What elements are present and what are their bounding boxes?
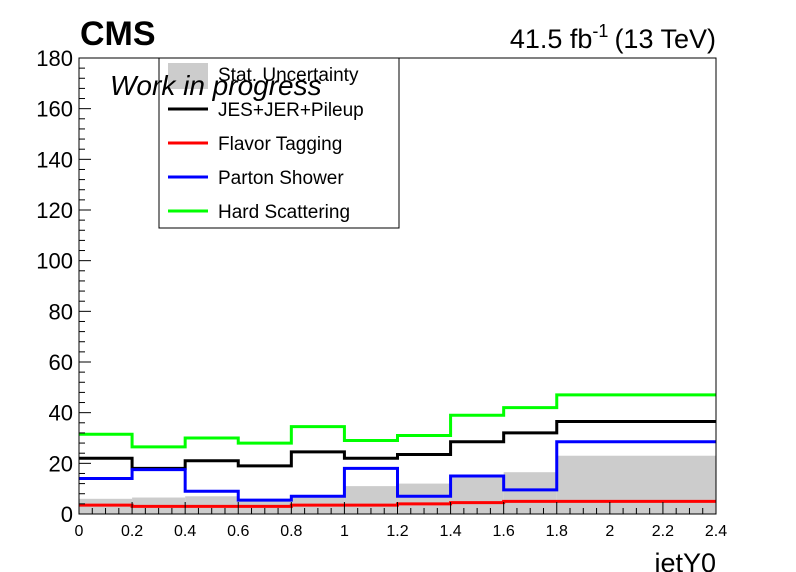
legend-label-flavor-tagging: Flavor Tagging (218, 134, 342, 155)
work-in-progress-label: Work in progress (110, 70, 322, 101)
x-tick-label: 0.4 (174, 523, 196, 540)
y-tick-label: 60 (49, 350, 73, 375)
x-tick-label: 1.8 (546, 523, 568, 540)
x-tick-label: 0 (75, 523, 84, 540)
energy-label: (13 TeV) (614, 24, 716, 54)
y-tick-label: 160 (36, 97, 73, 122)
x-tick-label: 1.2 (386, 523, 408, 540)
x-tick-label: 2.2 (652, 523, 674, 540)
legend: Stat. Uncertainty JES+JER+Pileup Flavor Ta… (158, 57, 400, 229)
axis-ticks (78, 57, 717, 515)
stat-uncertainty-bar (450, 476, 504, 514)
legend-swatch-stat-uncertainty (168, 63, 208, 89)
x-tick-label: 2 (605, 523, 614, 540)
y-tick-label: 140 (36, 147, 73, 172)
y-tick-label: 120 (36, 198, 73, 223)
lumi-label: 41.5 fb-1 (13 TeV) (510, 21, 716, 54)
y-tick-label: 80 (49, 299, 73, 324)
x-tick-label: 0.8 (280, 523, 302, 540)
x-tick-labels: 0 0.2 0.4 0.6 0.8 1 1.2 1.4 1.6 1.8 2 2.2 2.4 (75, 523, 728, 540)
x-tick-label: 2.4 (705, 523, 727, 540)
y-tick-label: 0 (61, 502, 73, 527)
y-tick-label: 180 (36, 46, 73, 71)
x-tick-label: 1 (340, 523, 349, 540)
legend-label-parton-shower: Parton Shower (218, 168, 344, 189)
lumi-value: 41.5 fb (510, 24, 593, 54)
x-tick-label: 0.2 (121, 523, 143, 540)
cms-label: CMS (80, 15, 156, 53)
y-tick-label: 20 (49, 451, 73, 476)
legend-label-jes-jer-pileup: JES+JER+Pileup (218, 100, 364, 121)
series-lines (79, 393, 716, 508)
x-tick-label: 1.4 (439, 523, 461, 540)
lumi-exponent: -1 (592, 21, 608, 41)
legend-label-hard-scattering: Hard Scattering (218, 202, 350, 223)
series-line-hard-scattering (79, 393, 716, 449)
series-line-jes-jer-pileup (79, 420, 716, 470)
stat-uncertainty-bar (503, 472, 557, 514)
y-tick-label: 40 (49, 401, 73, 426)
x-tick-label: 1.6 (493, 523, 515, 540)
stat-uncertainty-bar (556, 455, 716, 514)
series-line-parton-shower (79, 440, 716, 502)
series-line-flavor-tagging (79, 499, 716, 508)
legend-label-stat-uncertainty: Stat. Uncertainty (218, 65, 359, 86)
legend-entries: Stat. Uncertainty JES+JER+Pileup Flavor Ta… (168, 63, 364, 223)
y-tick-labels: 0 20 40 60 80 100 120 140 160 180 (36, 46, 73, 527)
x-tick-label: 0.6 (227, 523, 249, 540)
y-tick-label: 100 (36, 249, 73, 274)
x-axis-label: jetY0 (653, 548, 716, 572)
